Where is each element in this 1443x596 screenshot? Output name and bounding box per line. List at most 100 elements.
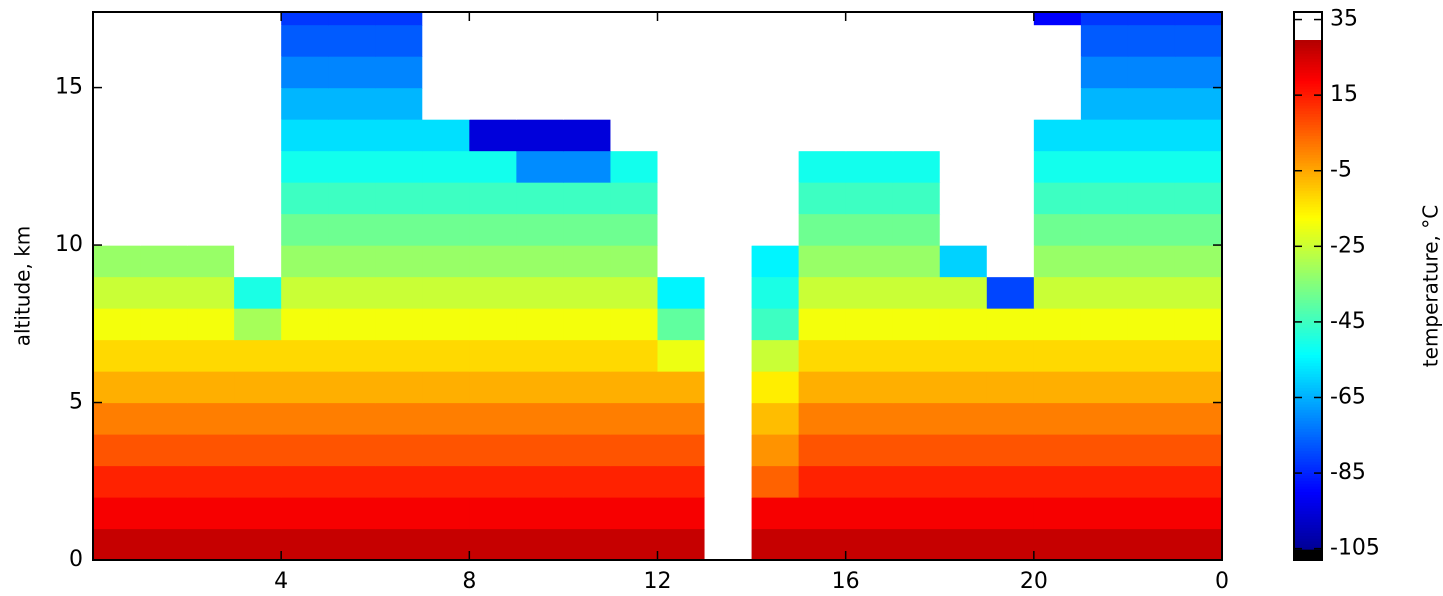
heat-cell <box>986 213 1035 246</box>
heat-cell <box>1127 24 1176 57</box>
heat-cell <box>892 402 941 435</box>
colorbar-segment <box>1294 483 1322 487</box>
heat-cell <box>469 528 517 561</box>
heat-cell <box>281 434 329 467</box>
heat-cell <box>516 371 565 404</box>
colorbar-segment <box>1294 316 1322 320</box>
heat-cell <box>1174 308 1223 341</box>
heat-cell <box>516 465 565 498</box>
heat-cell <box>93 150 141 183</box>
heat-cell <box>751 308 800 341</box>
colorbar-segment <box>1294 551 1322 556</box>
colorbar-segment <box>1294 362 1322 367</box>
colorbar-segment <box>1294 277 1322 282</box>
heat-cell <box>375 24 423 57</box>
heat-cell <box>328 308 376 341</box>
colorbar-segment <box>1294 50 1322 54</box>
heat-cell <box>610 213 659 246</box>
colorbar-segment <box>1294 346 1322 350</box>
heat-cell <box>328 276 376 309</box>
heat-cell <box>1033 213 1082 246</box>
colorbar-segment <box>1294 176 1322 180</box>
heat-cell <box>1080 371 1129 404</box>
heat-cell <box>469 497 517 530</box>
heat-cell <box>469 245 517 278</box>
heat-cell <box>751 56 800 89</box>
heat-cell <box>610 308 659 341</box>
colorbar-segment <box>1294 220 1322 224</box>
heat-cell <box>281 245 329 278</box>
colorbar-tick-label: -65 <box>1330 384 1366 409</box>
heat-cell <box>1127 56 1176 89</box>
heat-cell <box>657 371 706 404</box>
heat-cell <box>657 276 706 309</box>
heat-cell <box>93 24 141 57</box>
heat-cell <box>1127 182 1176 215</box>
colorbar-segment <box>1294 222 1322 227</box>
colorbar-segment <box>1294 458 1322 462</box>
colorbar-segment <box>1294 20 1322 24</box>
heat-cell <box>422 434 470 467</box>
heat-cell <box>375 402 423 435</box>
colorbar-segment <box>1294 214 1322 219</box>
heat-cell <box>1033 497 1082 530</box>
heat-cell <box>1080 12 1129 26</box>
colorbar-segment <box>1294 236 1322 241</box>
heat-cell <box>281 56 329 89</box>
colorbar-segment <box>1294 384 1322 388</box>
heat-cell <box>328 182 376 215</box>
colorbar-segment <box>1294 395 1322 399</box>
heat-cell <box>93 465 141 498</box>
colorbar-segment <box>1294 365 1322 369</box>
heat-cell <box>1174 213 1223 246</box>
colorbar-segment <box>1294 110 1322 114</box>
colorbar-segment <box>1294 546 1322 550</box>
colorbar-segment <box>1294 94 1322 98</box>
heat-cell <box>939 528 988 561</box>
heat-cell <box>469 24 517 57</box>
heat-cell <box>1174 339 1223 372</box>
colorbar-tick-label: -105 <box>1330 536 1380 561</box>
heat-cell <box>563 308 612 341</box>
heat-cell <box>563 245 612 278</box>
heat-cell <box>234 119 282 152</box>
heat-cell <box>328 245 376 278</box>
colorbar-segment <box>1294 305 1322 309</box>
colorbar-segment <box>1294 351 1322 356</box>
heat-cell <box>1174 119 1223 152</box>
heat-cell <box>939 371 988 404</box>
colorbar-segment <box>1294 201 1322 205</box>
colorbar-segment <box>1294 359 1322 364</box>
colorbar-segment <box>1294 296 1322 301</box>
heat-cell <box>375 87 423 120</box>
heat-cell <box>751 12 800 26</box>
colorbar-segment <box>1294 22 1322 27</box>
heat-cell <box>187 119 235 152</box>
heat-cell <box>422 119 470 152</box>
colorbar-segment <box>1294 543 1322 547</box>
colorbar-segment <box>1294 135 1322 139</box>
heat-cell <box>469 402 517 435</box>
heat-cell <box>93 528 141 561</box>
heat-cell <box>845 402 894 435</box>
heat-cell <box>1174 276 1223 309</box>
heat-cell <box>281 87 329 120</box>
heat-cell <box>234 402 282 435</box>
heat-cell <box>234 24 282 57</box>
heat-cell <box>187 150 235 183</box>
x-tick-label: 20 <box>1020 569 1048 594</box>
heat-cell <box>328 434 376 467</box>
colorbar-segment <box>1294 401 1322 405</box>
heat-cell <box>798 56 847 89</box>
colorbar-segment <box>1294 231 1322 235</box>
heat-cell <box>187 402 235 435</box>
heat-cell <box>1080 56 1129 89</box>
colorbar-segment <box>1294 28 1322 32</box>
heat-cell <box>1174 528 1223 561</box>
y-tick-label: 15 <box>55 75 83 100</box>
heat-cell <box>798 87 847 120</box>
heat-cell <box>328 24 376 57</box>
colorbar-segment <box>1294 198 1322 202</box>
heat-cell <box>328 371 376 404</box>
colorbar-segment <box>1294 368 1322 372</box>
